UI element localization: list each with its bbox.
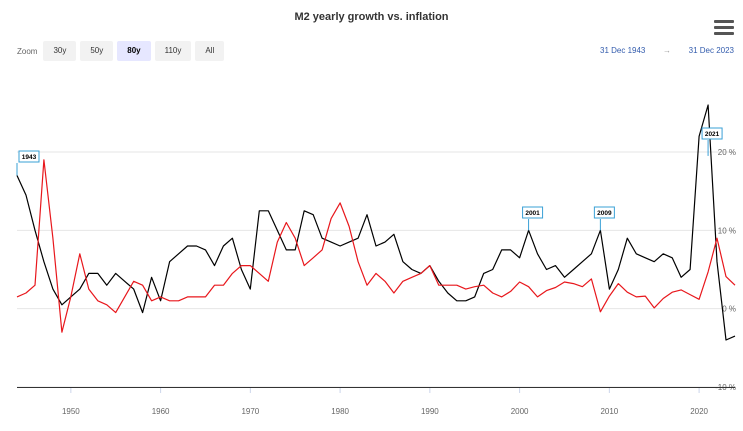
chart-title: M2 yearly growth vs. inflation xyxy=(294,11,449,23)
x-tick-label: 2000 xyxy=(511,407,529,416)
x-tick-label: 1960 xyxy=(152,407,170,416)
hamburger-menu-icon[interactable] xyxy=(714,20,734,36)
zoom-button-110y[interactable]: 110y xyxy=(154,41,192,61)
x-tick-label: 2010 xyxy=(600,407,618,416)
flag-label: 2021 xyxy=(705,131,720,138)
x-tick-label: 1970 xyxy=(241,407,259,416)
zoom-button-50y[interactable]: 50y xyxy=(80,41,114,61)
zoom-label: Zoom xyxy=(17,46,38,56)
x-tick-label: 1950 xyxy=(62,407,80,416)
flag-label: 2009 xyxy=(597,210,612,217)
flag-box xyxy=(593,206,615,219)
zoom-button-all[interactable]: All xyxy=(195,41,225,61)
date-range: 31 Dec 1943 → 31 Dec 2023 xyxy=(600,46,734,55)
y-tick-label: 10 % xyxy=(718,226,736,235)
flag-box xyxy=(701,127,723,140)
flag-label: 2001 xyxy=(525,210,540,217)
flag-label: 1943 xyxy=(22,154,37,161)
zoom-button-80y[interactable]: 80y xyxy=(117,41,151,61)
x-tick-label: 1990 xyxy=(421,407,439,416)
m2-growth-line xyxy=(16,104,736,341)
flag-box xyxy=(522,206,544,219)
flag-box xyxy=(18,150,40,163)
zoom-button-30y[interactable]: 30y xyxy=(43,41,77,61)
x-tick-label: 2020 xyxy=(690,407,708,416)
y-tick-label: 20 % xyxy=(718,148,736,157)
y-tick-label: 0 % xyxy=(722,305,736,314)
inflation-line xyxy=(16,159,736,333)
x-tick-label: 1980 xyxy=(331,407,349,416)
range-from-input[interactable]: 31 Dec 1943 xyxy=(600,46,646,55)
range-to-input[interactable]: 31 Dec 2023 xyxy=(688,46,734,55)
zoom-selector: Zoom 30y 50y 80y 110y All xyxy=(17,41,228,61)
range-arrow: → xyxy=(663,46,671,55)
